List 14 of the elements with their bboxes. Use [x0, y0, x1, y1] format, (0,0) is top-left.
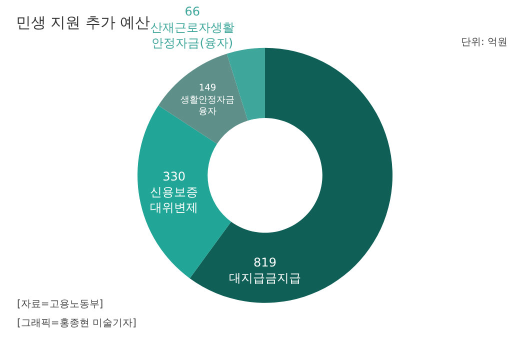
- slice-label: 대지급금지급: [229, 270, 301, 285]
- data-label: 330: [162, 169, 186, 184]
- text: 단위: 억원: [461, 37, 508, 48]
- text: [자료=고용노동부]: [17, 299, 104, 310]
- text: 민생 지원 추가 예산: [16, 14, 150, 32]
- data-label: 819: [254, 255, 276, 270]
- donut-slice: [158, 54, 248, 144]
- slice-label: 산재근로자생활 안정자금(융자): [150, 20, 234, 50]
- data-label: 149: [198, 84, 216, 94]
- text: [그래픽=홍종현 미술기자]: [17, 318, 136, 329]
- donut-slice: [138, 105, 232, 278]
- slice-label: 신용보증 대위변제: [150, 184, 198, 215]
- data-label: 66: [184, 4, 200, 19]
- slice-label: 생활안정자금 융자: [180, 95, 234, 118]
